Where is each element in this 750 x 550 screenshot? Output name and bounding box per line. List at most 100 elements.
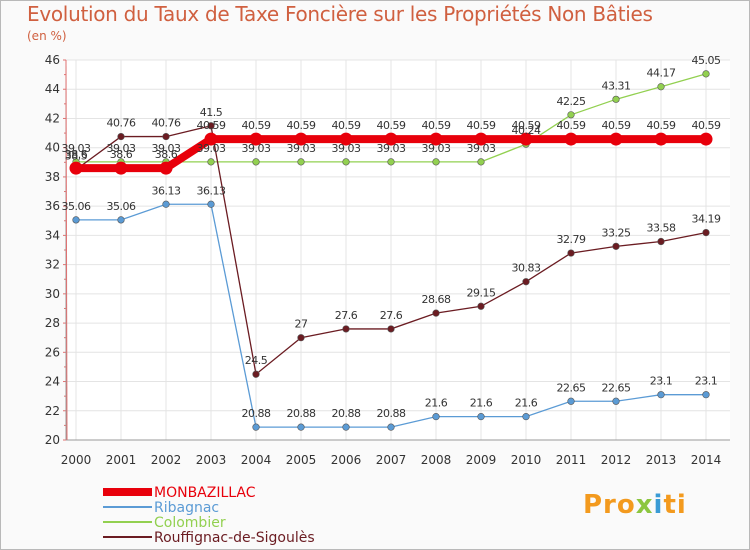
data-point: [207, 122, 215, 130]
x-tick-label: 2001: [106, 453, 137, 467]
y-tick-label: 40: [45, 141, 60, 155]
data-label: 33.25: [602, 226, 631, 239]
data-label: 39.03: [197, 142, 226, 155]
data-point: [612, 397, 620, 405]
data-point: [117, 216, 125, 224]
data-label: 38.5: [65, 150, 88, 163]
data-label: 21.6: [515, 397, 538, 410]
data-label: 20.88: [242, 407, 271, 420]
data-label: 40.59: [422, 119, 451, 132]
data-point: [612, 242, 620, 250]
x-tick-label: 2006: [331, 453, 362, 467]
legend-label: MONBAZILLAC: [154, 485, 256, 501]
data-point: [294, 132, 308, 146]
data-label: 20.88: [332, 407, 361, 420]
data-point: [387, 158, 395, 166]
data-label: 44.17: [647, 67, 676, 80]
data-label: 27.6: [335, 309, 358, 322]
data-label: 40.76: [152, 117, 181, 130]
data-label: 33.58: [647, 222, 676, 235]
data-point: [117, 132, 125, 141]
data-point: [564, 132, 578, 146]
data-label: 40.59: [692, 119, 721, 132]
y-tick-label: 46: [45, 53, 60, 67]
data-point: [387, 325, 395, 333]
x-tick-label: 2000: [61, 453, 92, 467]
data-point: [477, 413, 485, 421]
y-tick-label: 28: [45, 316, 60, 330]
data-point: [432, 413, 440, 421]
data-label: 39.03: [377, 142, 406, 155]
data-point: [159, 161, 173, 175]
data-label: 21.6: [470, 397, 493, 410]
legend-item: Rouffignac-de-Sigoulès: [103, 530, 315, 546]
data-point: [162, 200, 170, 208]
data-label: 35.06: [62, 200, 91, 213]
x-tick-label: 2007: [376, 453, 407, 467]
data-point: [204, 132, 218, 146]
data-label: 27: [295, 318, 308, 331]
data-point: [252, 370, 260, 378]
data-label: 22.65: [557, 381, 586, 394]
y-axis-accent: [65, 59, 68, 441]
x-tick-label: 2005: [286, 453, 317, 467]
x-tick-label: 2002: [151, 453, 182, 467]
plot-area: [66, 60, 730, 440]
y-tick-label: 22: [45, 404, 60, 418]
x-tick-label: 2012: [601, 453, 632, 467]
data-label: 40.59: [512, 119, 541, 132]
data-label: 39.03: [107, 142, 136, 155]
data-label: 22.65: [602, 381, 631, 394]
proxiti-logo: Proxiti: [583, 490, 687, 520]
data-label: 40.59: [647, 119, 676, 132]
y-axis-unit-label: (en %): [27, 29, 67, 43]
y-tick-label: 38: [45, 170, 60, 184]
data-point: [114, 161, 128, 175]
data-point: [702, 229, 710, 237]
data-label: 40.24: [512, 124, 541, 137]
legend-item: Colombier: [103, 515, 226, 531]
data-point: [702, 391, 710, 399]
x-tick-label: 2013: [646, 453, 677, 467]
legend-label: Colombier: [154, 515, 226, 531]
data-point: [297, 334, 305, 342]
x-tick-label: 2004: [241, 453, 272, 467]
data-label: 40.59: [332, 119, 361, 132]
data-point: [609, 132, 623, 146]
series-layer: [69, 70, 713, 431]
data-point: [567, 397, 575, 405]
data-point: [432, 309, 440, 317]
data-point: [477, 158, 485, 166]
data-label: 34.19: [692, 213, 721, 226]
data-point: [612, 95, 620, 103]
chart-title: Evolution du Taux de Taxe Foncière sur l…: [27, 2, 653, 26]
y-tick-label: 34: [45, 228, 60, 242]
data-point: [522, 278, 530, 286]
data-label: 32.79: [557, 233, 586, 246]
data-point: [384, 132, 398, 146]
data-point: [252, 423, 260, 431]
data-label: 36.13: [197, 184, 226, 197]
data-label: 23.1: [695, 375, 718, 388]
data-label: 41.5: [200, 106, 223, 119]
x-tick-label: 2003: [196, 453, 227, 467]
data-label: 43.31: [602, 79, 631, 92]
data-point: [207, 158, 215, 166]
data-label: 28.68: [422, 293, 451, 306]
data-point: [339, 132, 353, 146]
x-tick-label: 2014: [691, 453, 722, 467]
x-tick-label: 2009: [466, 453, 497, 467]
data-label: 35.06: [107, 200, 136, 213]
legend: MONBAZILLACRibagnacColombierRouffignac-d…: [103, 485, 315, 546]
data-label: 40.76: [107, 117, 136, 130]
data-label: 42.25: [557, 95, 586, 108]
data-label: 30.83: [512, 262, 541, 275]
data-point: [657, 237, 665, 246]
legend-item: MONBAZILLAC: [103, 485, 256, 501]
data-point: [387, 423, 395, 431]
x-tick-label: 2008: [421, 453, 452, 467]
data-label: 23.1: [650, 375, 673, 388]
y-tick-label: 20: [45, 433, 60, 447]
data-label: 39.03: [332, 142, 361, 155]
data-labels-layer: 38.6 38.6 38.640.59 40.59 40.59 40.59 40.59 40.…: [62, 54, 722, 420]
